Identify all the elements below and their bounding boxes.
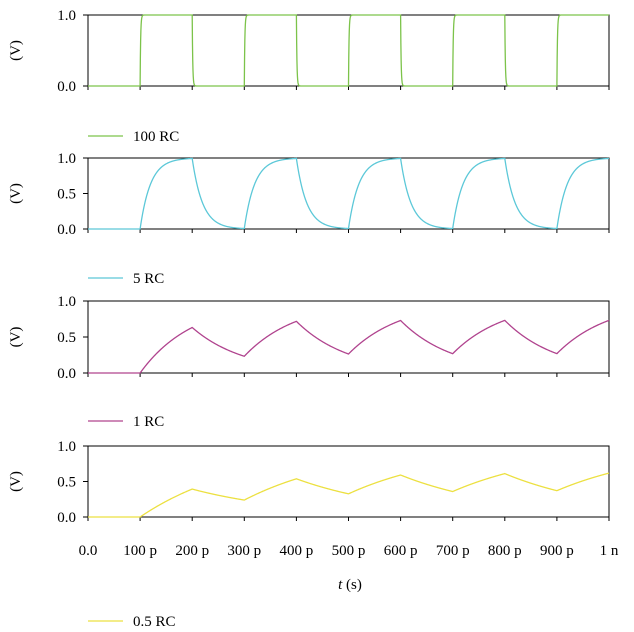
x-axis-label: t (s): [338, 577, 362, 593]
y-tick-label: 0.0: [57, 222, 76, 238]
x-tick-label: 500 p: [332, 543, 366, 559]
x-axis-unit: (s): [342, 577, 362, 593]
y-axis-label: (V): [8, 471, 24, 492]
y-tick-label: 1.0: [57, 294, 76, 310]
y-tick-label: 0.5: [57, 187, 76, 203]
x-tick-label: 1 n: [600, 543, 619, 559]
x-tick-label: 100 p: [123, 543, 157, 559]
legend-label: 0.5 RC: [133, 614, 176, 630]
y-axis-label: (V): [8, 183, 24, 204]
x-tick-label: 200 p: [175, 543, 209, 559]
y-tick-label: 1.0: [57, 439, 76, 455]
series-line: [88, 14, 609, 87]
x-axis-variable: t: [338, 577, 343, 593]
legend-label: 1 RC: [133, 414, 164, 430]
x-tick-label: 900 p: [540, 543, 574, 559]
y-tick-label: 1.0: [57, 151, 76, 167]
y-tick-label: 0.5: [57, 475, 76, 491]
plot-frame-4: [87, 445, 610, 518]
y-tick-label: 0.5: [57, 330, 76, 346]
x-tick-label: 800 p: [488, 543, 522, 559]
x-tick-label: 700 p: [436, 543, 470, 559]
x-tick-label: 600 p: [384, 543, 418, 559]
x-tick-label: 400 p: [280, 543, 314, 559]
plot-frame-2: [87, 157, 610, 230]
y-tick-label: 0.0: [57, 366, 76, 382]
legend-label: 100 RC: [133, 129, 179, 145]
series-line: [88, 319, 610, 374]
y-axis-label: (V): [8, 40, 24, 61]
y-tick-label: 1.0: [57, 8, 76, 24]
y-tick-label: 0.0: [57, 79, 76, 95]
legend-label: 5 RC: [133, 271, 164, 287]
series-line: [88, 472, 610, 518]
x-tick-label: 300 p: [227, 543, 261, 559]
plot-frame-3: [87, 300, 610, 374]
y-axis-label: (V): [8, 327, 24, 348]
y-tick-label: 0.0: [57, 510, 76, 526]
x-tick-label: 0.0: [79, 543, 98, 559]
series-line: [88, 157, 610, 230]
